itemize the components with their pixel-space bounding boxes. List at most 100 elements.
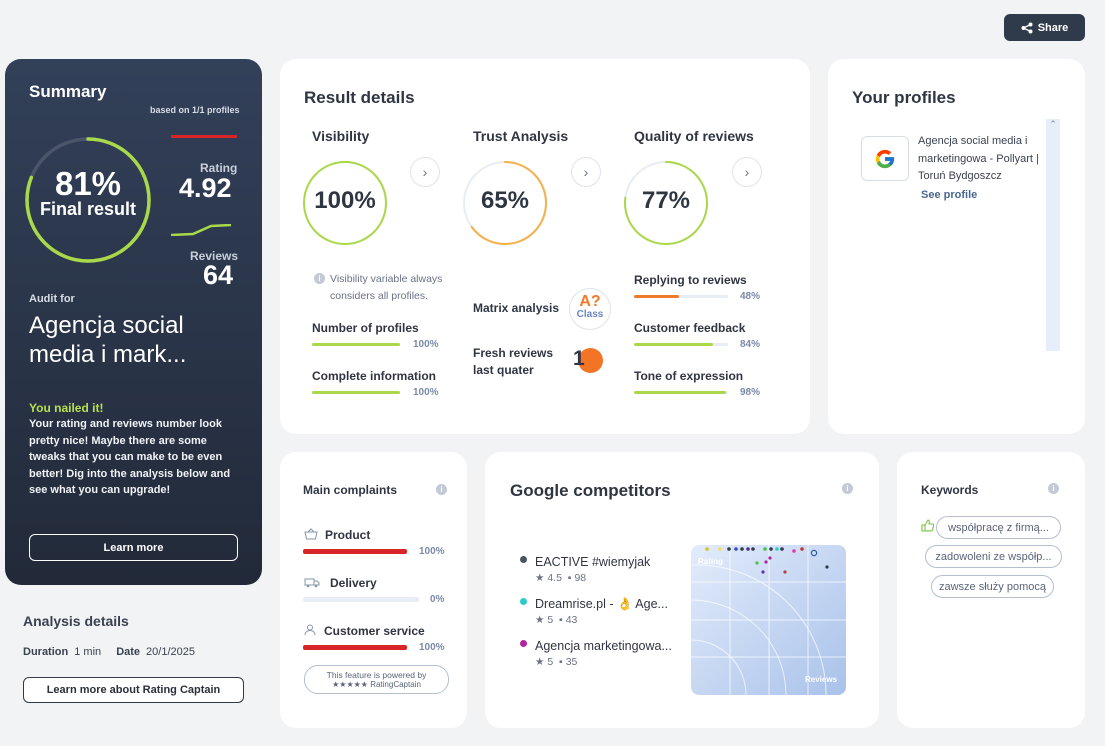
rating-value: 4.92 — [179, 173, 232, 203]
share-icon — [1021, 22, 1033, 33]
competitors-matrix-chart[interactable]: Rating Reviews — [691, 545, 846, 695]
trust-details-button[interactable]: › — [571, 157, 601, 187]
competitor-rating: 5 — [547, 614, 554, 626]
chevron-right-icon: › — [744, 164, 750, 180]
replying-bar — [634, 295, 728, 298]
complaint-service-label: Customer service — [324, 624, 425, 638]
powered-by-line1: This feature is powered by — [326, 670, 427, 680]
matrix-points — [705, 547, 829, 574]
competitor-name[interactable]: EACTIVE #wiemyjak — [535, 555, 651, 569]
google-competitors-card: Google competitors i EACTIVE #wiemyjak ★… — [485, 452, 879, 728]
replying-label: Replying to reviews — [634, 273, 747, 287]
google-competitors-title: Google competitors — [510, 481, 671, 500]
summary-title: Summary — [29, 82, 107, 101]
see-profile-link[interactable]: See profile — [921, 189, 978, 201]
your-profiles-title: Your profiles — [852, 88, 956, 107]
complaint-delivery-label: Delivery — [330, 576, 377, 590]
bar-fill — [312, 343, 400, 346]
competitor-dot — [520, 598, 527, 605]
bar-fill — [303, 645, 407, 650]
learn-about-rating-captain-button[interactable]: Learn more about Rating Captain — [23, 677, 244, 703]
bar-fill — [634, 343, 713, 346]
complaint-delivery-pct: 0% — [430, 594, 445, 605]
complaint-service-bar — [303, 645, 407, 650]
person-icon — [304, 624, 316, 636]
powered-by-badge[interactable]: This feature is powered by ★★★★★ RatingC… — [304, 665, 449, 694]
summary-description: Your rating and reviews number look pret… — [29, 418, 231, 497]
keyword-chip[interactable]: zawsze służy pomocą — [931, 575, 1054, 598]
customer-feedback-pct: 84% — [740, 339, 761, 350]
number-of-profiles-pct: 100% — [413, 339, 439, 350]
result-details-card: Result details Visibility › 100% i Visib… — [280, 59, 810, 434]
info-icon[interactable]: i — [1048, 483, 1059, 494]
reviews-value: 64 — [203, 260, 234, 290]
comment-icon: ▪ — [567, 572, 572, 584]
google-icon — [875, 149, 895, 168]
reviews-indicator-line — [171, 224, 231, 236]
info-icon[interactable]: i — [842, 483, 853, 494]
competitor-name[interactable]: Agencja marketingowa... — [535, 639, 672, 653]
competitor-reviews: 98 — [574, 572, 587, 584]
competitor-name[interactable]: Dreamrise.pl - 👌 Age... — [535, 597, 668, 611]
keyword-chip[interactable]: zadowoleni ze współp... — [925, 545, 1062, 568]
summary-card: Summary based on 1/1 profiles 81% Final … — [5, 59, 262, 585]
comment-icon: ▪ — [559, 656, 563, 668]
competitor-dot — [520, 556, 527, 563]
final-result-percent: 81% — [54, 165, 122, 202]
visibility-note: Visibility variable always considers all… — [330, 273, 443, 302]
customer-feedback-bar — [634, 343, 728, 346]
star-icon: ★ — [535, 656, 545, 668]
based-on-text: based on 1/1 profiles — [150, 105, 240, 115]
duration-label: Duration — [23, 646, 69, 658]
matrix-class-badge: A? Class — [569, 288, 611, 330]
google-profile-logo[interactable] — [861, 136, 909, 181]
learn-more-button[interactable]: Learn more — [29, 534, 238, 561]
tone-pct: 98% — [740, 387, 761, 398]
quality-gauge — [624, 161, 708, 245]
complaint-delivery-bar — [303, 597, 419, 602]
info-icon[interactable]: i — [436, 484, 447, 495]
tone-label: Tone of expression — [634, 369, 744, 383]
complete-info-bar — [312, 391, 400, 394]
bar-fill — [634, 295, 680, 298]
audit-name: Agencja social media i mark... — [29, 312, 187, 368]
profiles-scrollbar[interactable]: ⌃ — [1046, 119, 1060, 351]
competitor-stats: ★ 4.5 ▪ 98 — [535, 570, 586, 587]
visibility-details-button[interactable]: › — [410, 157, 440, 187]
info-icon: i — [314, 273, 325, 284]
thumbs-up-icon — [921, 519, 934, 532]
keyword-chip[interactable]: współpracę z firmą... — [936, 516, 1061, 539]
fresh-reviews-indicator: 1 — [573, 347, 603, 374]
share-label: Share — [1037, 21, 1069, 34]
complaint-product-bar — [303, 549, 407, 554]
quality-details-button[interactable]: › — [732, 157, 762, 187]
competitor-stats: ★ 5 ▪ 35 — [535, 654, 577, 671]
final-result-gauge — [25, 137, 151, 263]
main-complaints-card: Main complaints i Product 100% Delivery … — [280, 452, 467, 728]
matrix-class-text: Class — [576, 309, 604, 320]
complaint-product-pct: 100% — [419, 546, 445, 557]
matrix-analysis-label: Matrix analysis — [473, 301, 560, 315]
chevron-right-icon: › — [422, 164, 428, 180]
basket-icon — [304, 528, 318, 540]
complete-info-label: Complete information — [312, 369, 437, 383]
reviews-label: Reviews — [190, 249, 239, 263]
quality-percent: 77% — [641, 187, 691, 214]
complaint-service-pct: 100% — [419, 642, 445, 653]
share-button[interactable]: Share — [1004, 14, 1085, 41]
bar-fill — [312, 391, 400, 394]
final-result-label: Final result — [39, 199, 137, 219]
date-label: Date — [116, 646, 141, 658]
number-of-profiles-bar — [312, 343, 400, 346]
competitor-dot — [520, 640, 527, 647]
main-complaints-title: Main complaints — [303, 483, 398, 497]
tone-bar — [634, 391, 728, 394]
duration-value: 1 min — [74, 646, 102, 658]
powered-by-line2: ★★★★★ RatingCaptain — [332, 680, 421, 689]
nailed-heading: You nailed it! — [29, 401, 104, 415]
chevron-up-icon[interactable]: ⌃ — [1049, 119, 1057, 129]
bar-fill — [303, 549, 407, 554]
audit-for-label: Audit for — [29, 293, 75, 305]
trust-percent: 65% — [480, 187, 530, 214]
complaint-product-label: Product — [325, 528, 371, 542]
